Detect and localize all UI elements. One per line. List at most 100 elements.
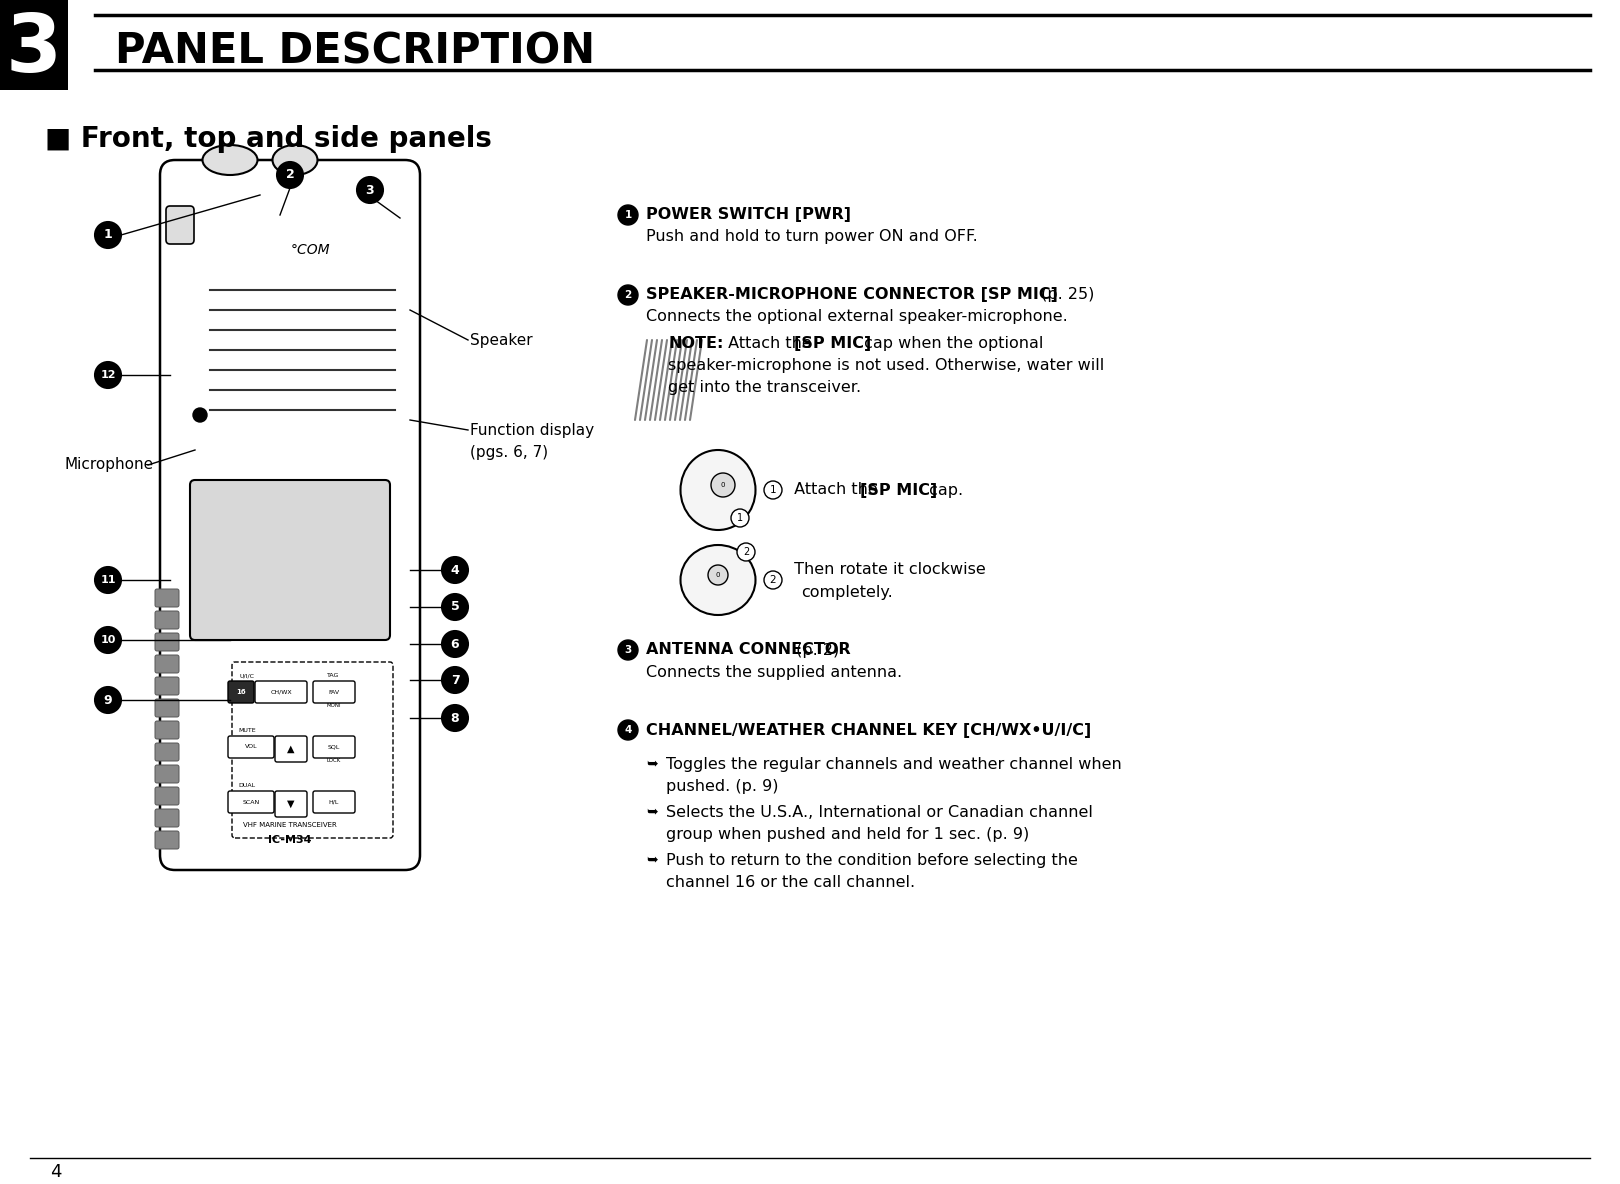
Text: NOTE:: NOTE:	[667, 336, 724, 350]
Circle shape	[617, 720, 638, 740]
Text: 2: 2	[770, 575, 776, 585]
Text: Toggles the regular channels and weather channel when: Toggles the regular channels and weather…	[666, 757, 1121, 772]
FancyBboxPatch shape	[228, 736, 274, 758]
Text: 4: 4	[450, 564, 460, 577]
Text: U/I/C: U/I/C	[240, 673, 254, 678]
Text: ■ Front, top and side panels: ■ Front, top and side panels	[45, 126, 492, 153]
Text: 2: 2	[744, 547, 748, 556]
Text: SQL: SQL	[327, 745, 340, 749]
Text: 9: 9	[104, 694, 112, 707]
FancyBboxPatch shape	[190, 480, 390, 641]
Text: SPEAKER-MICROPHONE CONNECTOR [SP MIC]: SPEAKER-MICROPHONE CONNECTOR [SP MIC]	[646, 288, 1058, 302]
Text: 16: 16	[237, 689, 246, 695]
FancyBboxPatch shape	[156, 588, 178, 607]
FancyBboxPatch shape	[156, 655, 178, 673]
Text: 10: 10	[100, 635, 115, 645]
Text: Function display: Function display	[470, 423, 595, 438]
Text: MONI: MONI	[327, 703, 342, 708]
Text: Push and hold to turn power ON and OFF.: Push and hold to turn power ON and OFF.	[646, 230, 978, 245]
Text: (pgs. 6, 7): (pgs. 6, 7)	[470, 444, 548, 459]
Text: completely.: completely.	[800, 585, 893, 599]
Circle shape	[617, 285, 638, 305]
Text: group when pushed and held for 1 sec. (p. 9): group when pushed and held for 1 sec. (p…	[666, 826, 1029, 842]
Text: 8: 8	[450, 712, 460, 725]
Circle shape	[96, 687, 122, 713]
Ellipse shape	[272, 144, 318, 175]
Text: 0: 0	[721, 482, 726, 488]
Circle shape	[617, 205, 638, 225]
FancyBboxPatch shape	[156, 787, 178, 805]
Text: MUTE: MUTE	[238, 728, 256, 733]
Text: Connects the optional external speaker-microphone.: Connects the optional external speaker-m…	[646, 309, 1068, 324]
Text: TAG: TAG	[327, 673, 339, 678]
Text: SCAN: SCAN	[243, 799, 259, 804]
Circle shape	[731, 509, 748, 527]
Text: 4: 4	[624, 725, 632, 735]
Circle shape	[617, 641, 638, 659]
Text: 1: 1	[737, 513, 744, 523]
Text: [SP MIC]: [SP MIC]	[794, 336, 872, 350]
Circle shape	[96, 362, 122, 388]
Circle shape	[442, 631, 468, 657]
Text: CHANNEL/WEATHER CHANNEL KEY [CH/WX•U/I/C]: CHANNEL/WEATHER CHANNEL KEY [CH/WX•U/I/C…	[646, 722, 1092, 738]
Text: LOCK: LOCK	[327, 758, 342, 762]
Text: 5: 5	[450, 600, 460, 613]
Text: 1: 1	[770, 485, 776, 495]
Text: ▼: ▼	[287, 799, 295, 809]
FancyBboxPatch shape	[156, 809, 178, 826]
Text: pushed. (p. 9): pushed. (p. 9)	[666, 779, 779, 794]
FancyBboxPatch shape	[228, 681, 254, 703]
Text: get into the transceiver.: get into the transceiver.	[667, 380, 862, 395]
Text: 2: 2	[285, 168, 295, 181]
FancyBboxPatch shape	[228, 791, 274, 813]
Circle shape	[442, 704, 468, 731]
Text: °COM: °COM	[290, 243, 330, 257]
Ellipse shape	[680, 545, 755, 614]
Text: Attach the: Attach the	[789, 483, 883, 497]
Text: VHF MARINE TRANSCEIVER: VHF MARINE TRANSCEIVER	[243, 822, 337, 828]
Text: VOL: VOL	[245, 745, 258, 749]
FancyBboxPatch shape	[313, 681, 355, 703]
Circle shape	[765, 481, 782, 498]
FancyBboxPatch shape	[313, 736, 355, 758]
Ellipse shape	[202, 144, 258, 175]
Circle shape	[356, 176, 382, 202]
Text: 3: 3	[624, 645, 632, 655]
FancyBboxPatch shape	[275, 791, 308, 817]
Text: CH/WX: CH/WX	[271, 689, 292, 695]
Text: Attach the: Attach the	[723, 336, 816, 350]
Text: ➥: ➥	[646, 852, 658, 867]
Text: 3: 3	[366, 184, 374, 197]
Circle shape	[193, 408, 207, 422]
Circle shape	[442, 667, 468, 693]
Circle shape	[96, 223, 122, 247]
FancyBboxPatch shape	[156, 633, 178, 651]
Text: (p. 25): (p. 25)	[1037, 288, 1095, 302]
Ellipse shape	[680, 450, 755, 530]
FancyBboxPatch shape	[156, 744, 178, 761]
Text: 7: 7	[450, 674, 460, 687]
Text: Push to return to the condition before selecting the: Push to return to the condition before s…	[666, 852, 1077, 868]
Text: (p. 2): (p. 2)	[791, 643, 839, 657]
Circle shape	[442, 594, 468, 620]
Text: speaker-microphone is not used. Otherwise, water will: speaker-microphone is not used. Otherwis…	[667, 358, 1105, 373]
Text: Selects the U.S.A., International or Canadian channel: Selects the U.S.A., International or Can…	[666, 805, 1094, 821]
Text: H/L: H/L	[329, 799, 339, 804]
Bar	[0, 0, 68, 90]
Text: 4: 4	[50, 1163, 62, 1180]
FancyBboxPatch shape	[165, 206, 194, 244]
FancyBboxPatch shape	[156, 831, 178, 849]
Text: [SP MIC]: [SP MIC]	[860, 483, 938, 497]
Text: channel 16 or the call channel.: channel 16 or the call channel.	[666, 875, 915, 890]
Text: cap when the optional: cap when the optional	[859, 336, 1043, 350]
Text: 3: 3	[6, 11, 62, 89]
Text: Then rotate it clockwise: Then rotate it clockwise	[789, 562, 985, 578]
Text: ➥: ➥	[646, 757, 658, 771]
Text: IC-M34: IC-M34	[269, 835, 311, 845]
Text: ANTENNA CONNECTOR: ANTENNA CONNECTOR	[646, 643, 850, 657]
Text: Microphone: Microphone	[65, 457, 154, 472]
Text: FAV: FAV	[329, 689, 340, 695]
Circle shape	[737, 543, 755, 561]
Circle shape	[765, 571, 782, 588]
Circle shape	[708, 565, 727, 585]
